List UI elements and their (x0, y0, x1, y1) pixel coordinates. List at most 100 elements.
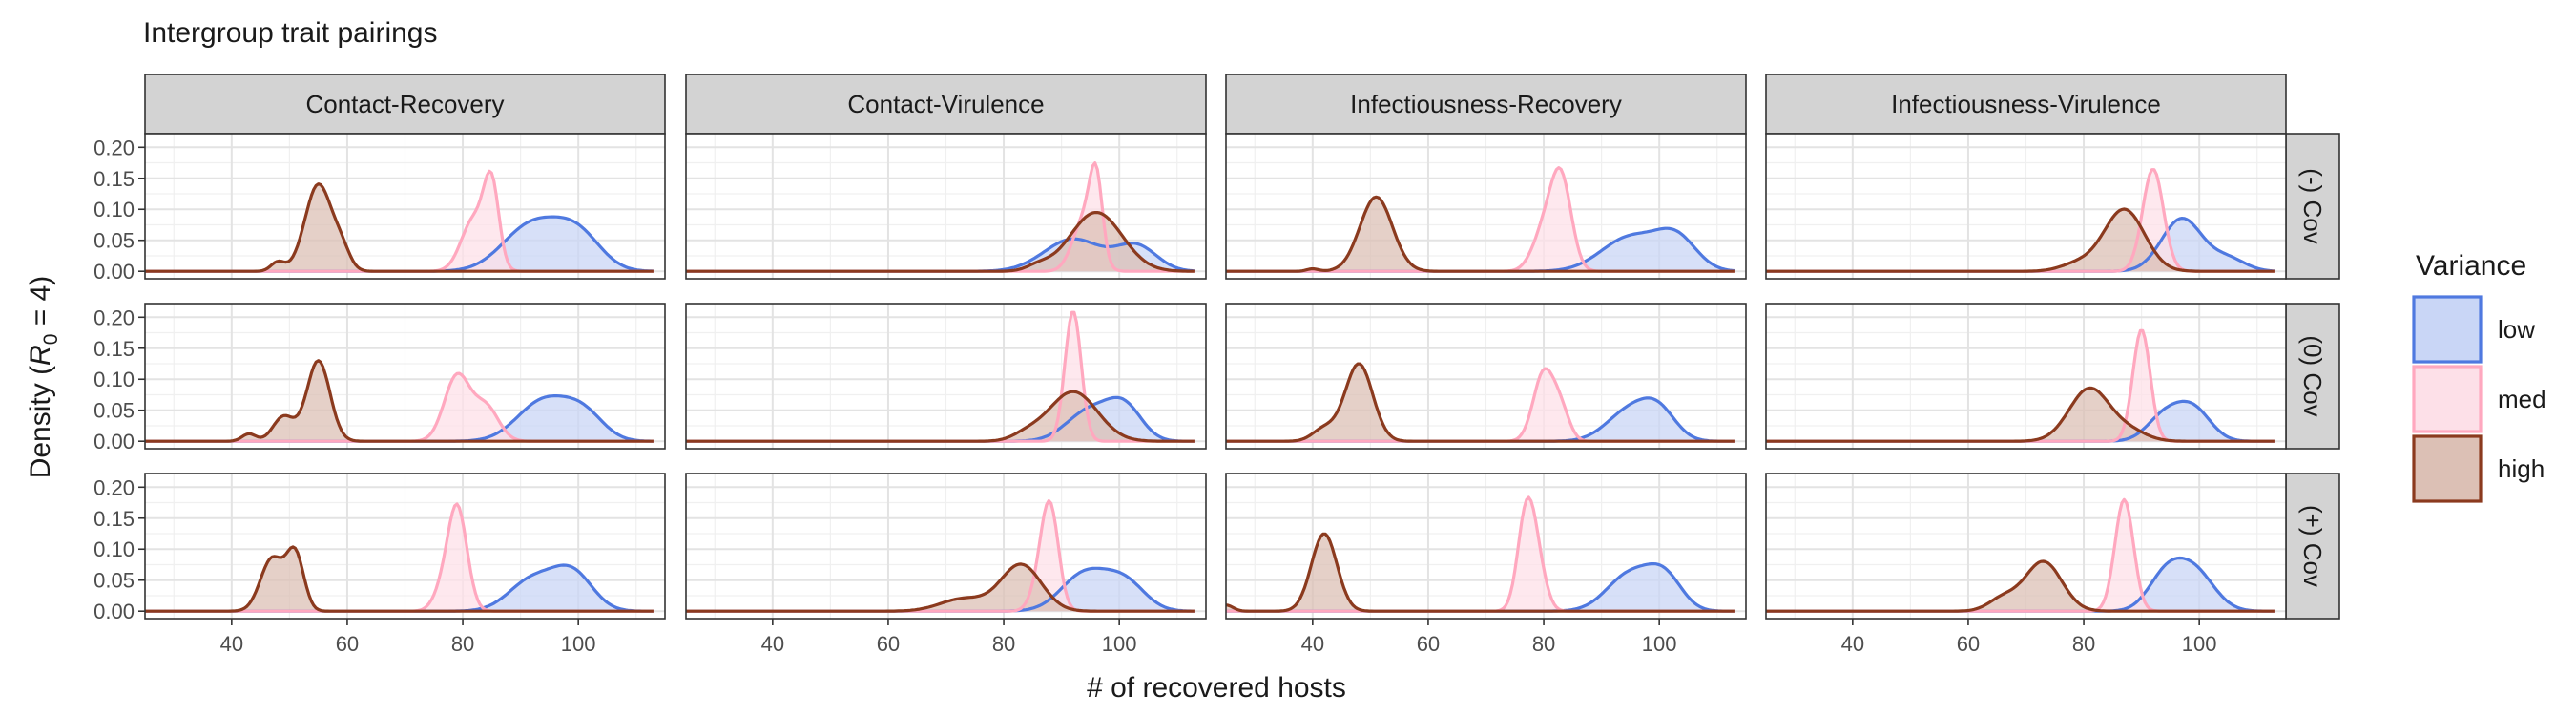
y-tick-label: 0.05 (93, 399, 135, 423)
panel-1-2 (1225, 303, 1747, 450)
facet-strip-label: Infectiousness-Recovery (1350, 90, 1622, 118)
density-area-high (1226, 364, 1735, 442)
y-tick-label: 0.10 (93, 368, 135, 391)
facet-strip-bg (144, 74, 666, 135)
x-tick-label: 60 (877, 632, 900, 656)
facet-strip-label: Infectiousness-Virulence (1891, 90, 2161, 118)
y-axis-label-r: R (25, 345, 56, 366)
x-tick-label: 100 (1642, 632, 1677, 656)
density-line-high (1766, 559, 2275, 613)
density-area-high (1766, 209, 2275, 272)
density-area-high (1766, 561, 2275, 612)
legend-title: Variance (2416, 250, 2526, 282)
panel-border (1225, 473, 1747, 620)
row-strip-0: (-) Cov (2285, 133, 2340, 280)
density-area-low (145, 217, 654, 272)
panel-0-3 (1765, 133, 2287, 280)
legend-label-high: high (2498, 454, 2545, 483)
panel-border (1765, 133, 2287, 280)
x-tick-label: 100 (561, 632, 596, 656)
y-tick-label: 0.10 (93, 198, 135, 221)
panel-border (144, 473, 666, 620)
density-area-low (145, 565, 654, 612)
panel-0-1 (685, 133, 1207, 280)
density-line-high (1225, 532, 1735, 613)
y-tick-label: 0.05 (93, 229, 135, 253)
y-axis-label-main: Density ( (25, 366, 56, 478)
facet-strip-bg (1225, 74, 1747, 135)
panel-border (1225, 133, 1747, 280)
density-area-low (1226, 228, 1735, 272)
density-line-high (686, 562, 1195, 613)
x-tick-label: 40 (1841, 632, 1864, 656)
density-area-high (686, 391, 1195, 442)
x-tick-label: 80 (992, 632, 1015, 656)
row-strip-2: (+) Cov (2285, 473, 2340, 620)
x-tick-label: 100 (1102, 632, 1137, 656)
row-strip-label: (+) Cov (2298, 505, 2327, 587)
legend-item-med: med (2412, 365, 2546, 433)
x-tick-label: 80 (1532, 632, 1555, 656)
y-axis-label: Density (R0 = 4) (25, 276, 62, 479)
density-line-high (686, 390, 1195, 443)
panel-border (685, 473, 1207, 620)
density-line-high (686, 211, 1195, 273)
row-strip-1: (0) Cov (2285, 303, 2340, 450)
panel-border (685, 133, 1207, 280)
panel-1-0: 0.00 0.05 0.10 0.15 0.20 (93, 303, 666, 453)
facet-strip-bg (685, 74, 1207, 135)
y-tick-label: 0.20 (93, 475, 135, 499)
y-axis-label-tail: = 4) (25, 276, 56, 334)
x-tick-label: 80 (2072, 632, 2095, 656)
legend-key-high (2412, 434, 2483, 503)
panel-border (1765, 303, 2287, 450)
density-area-low (1226, 397, 1735, 442)
x-tick-label: 80 (451, 632, 474, 656)
density-line-high (1766, 386, 2275, 443)
facet-strip-infectiousness-recovery: Infectiousness-Recovery (1225, 74, 1747, 135)
x-tick-label: 60 (336, 632, 359, 656)
density-area-low (1766, 218, 2275, 272)
y-tick-label: 0.00 (93, 600, 135, 623)
density-line-high (145, 545, 654, 613)
density-line-high (145, 182, 654, 273)
panel-1-1 (685, 303, 1207, 450)
x-axis-label: # of recovered hosts (1087, 672, 1346, 704)
panel-2-0: 0.00 0.05 0.10 0.15 0.20 40 60 80 100 (93, 473, 666, 656)
chart-title: Intergroup trait pairings (143, 17, 438, 49)
legend-key-low (2412, 295, 2483, 364)
x-tick-label: 40 (761, 632, 784, 656)
y-tick-label: 0.15 (93, 167, 135, 191)
panel-border (1765, 473, 2287, 620)
row-strip-label: (-) Cov (2298, 168, 2327, 243)
row-strip-bg (2285, 133, 2340, 280)
facet-strip-infectiousness-virulence: Infectiousness-Virulence (1765, 74, 2287, 135)
panel-0-2 (1225, 133, 1747, 280)
density-area-low (1226, 563, 1735, 612)
y-tick-label: 0.05 (93, 569, 135, 593)
panel-border (144, 133, 666, 280)
density-line-high (1226, 362, 1735, 443)
facet-grid: Contact-Recovery Contact-Virulence Infecti… (93, 74, 2340, 656)
panel-1-3 (1765, 303, 2287, 450)
y-tick-label: 0.10 (93, 537, 135, 561)
legend-item-high: high (2412, 434, 2545, 503)
facet-strip-label: Contact-Virulence (847, 90, 1044, 118)
legend-label-med: med (2498, 385, 2546, 413)
legend-item-low: low (2412, 295, 2535, 364)
x-tick-label: 60 (1417, 632, 1440, 656)
panel-border (144, 303, 666, 450)
panel-2-3: 40 60 80 100 (1765, 473, 2287, 656)
density-line-high (1226, 195, 1735, 273)
legend: Variance low med high (2412, 250, 2546, 503)
panel-2-2: 40 60 80 100 (1225, 473, 1747, 656)
panel-border (1225, 303, 1747, 450)
panel-0-0: 0.00 0.05 0.10 0.15 0.20 (93, 133, 666, 284)
density-area-high (1226, 534, 1735, 612)
x-tick-label: 40 (1301, 632, 1324, 656)
y-tick-label: 0.15 (93, 337, 135, 361)
y-tick-label: 0.00 (93, 430, 135, 453)
facet-strip-label: Contact-Recovery (305, 90, 504, 118)
y-tick-label: 0.20 (93, 305, 135, 329)
